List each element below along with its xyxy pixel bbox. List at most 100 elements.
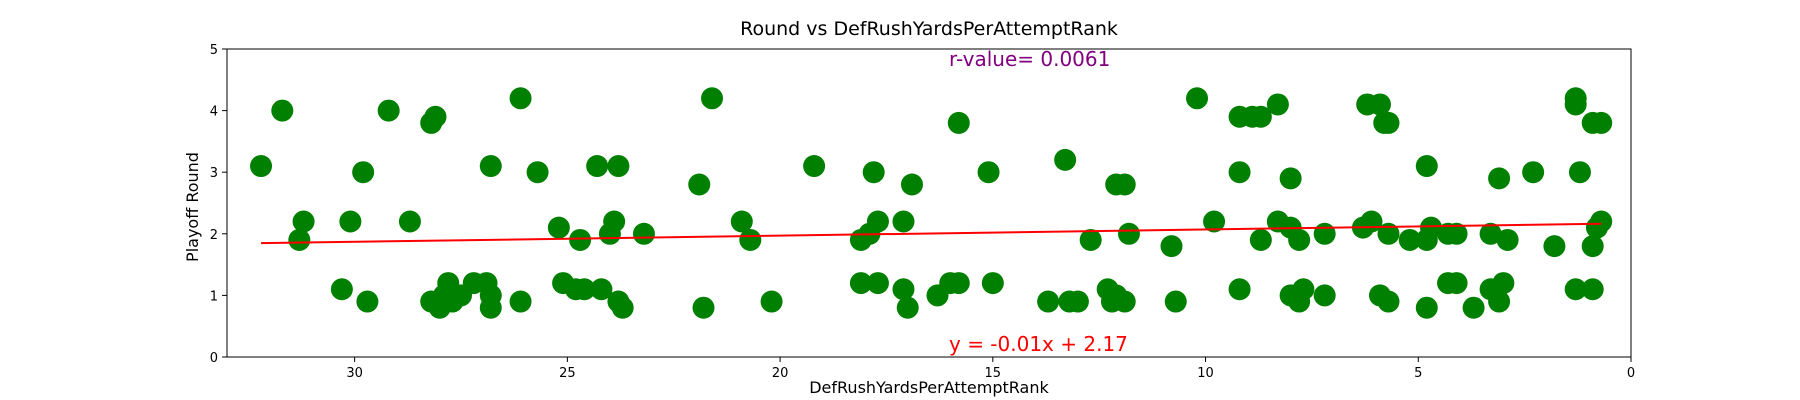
data-point	[1037, 290, 1060, 313]
data-point	[509, 290, 532, 313]
regression-equation: y = -0.01x + 2.17	[949, 332, 1128, 356]
data-point	[1117, 222, 1140, 245]
data-point	[1368, 93, 1391, 116]
y-tick-label: 1	[210, 289, 218, 304]
data-point	[1266, 93, 1289, 116]
data-point	[1313, 222, 1336, 245]
data-point	[1249, 228, 1272, 251]
data-point	[1581, 278, 1604, 301]
axis-ticks: 30 25 20 15 10 5 0 0 1 2 3 4 5	[210, 43, 1635, 381]
data-point	[479, 296, 502, 319]
data-point	[611, 296, 634, 319]
data-point	[977, 161, 1000, 184]
data-point	[250, 155, 273, 178]
data-point	[1445, 272, 1468, 295]
data-point	[1377, 222, 1400, 245]
plot-frame	[226, 48, 1632, 358]
x-tick-label: 25	[559, 366, 576, 381]
chart-title: Round vs DefRushYardsPerAttemptRank	[740, 18, 1118, 40]
data-point	[1568, 161, 1591, 184]
data-point	[803, 155, 826, 178]
x-tick-label: 20	[772, 366, 789, 381]
data-point	[1292, 278, 1315, 301]
data-point	[271, 99, 294, 122]
data-point	[1581, 235, 1604, 258]
data-point	[866, 210, 889, 233]
regression-line	[261, 222, 1602, 245]
data-point	[760, 290, 783, 313]
y-tick-label: 2	[210, 228, 218, 243]
data-point	[1079, 228, 1102, 251]
data-point	[1479, 222, 1502, 245]
data-point	[292, 210, 315, 233]
data-point	[1279, 167, 1302, 190]
data-point	[1415, 296, 1438, 319]
data-point	[632, 222, 655, 245]
data-point	[288, 228, 311, 251]
data-point	[866, 272, 889, 295]
data-point	[1445, 222, 1468, 245]
x-tick-label: 30	[346, 366, 363, 381]
data-point	[352, 161, 375, 184]
data-point	[1462, 296, 1485, 319]
data-point	[1543, 235, 1566, 258]
data-point	[1186, 87, 1209, 110]
y-tick-label: 0	[210, 351, 218, 366]
data-points	[250, 87, 1613, 319]
r-value-annotation: r-value= 0.0061	[949, 47, 1110, 71]
data-point	[1113, 290, 1136, 313]
data-point	[1066, 290, 1089, 313]
data-point	[1228, 278, 1251, 301]
data-point	[688, 173, 711, 196]
data-point	[377, 99, 400, 122]
data-point	[1160, 235, 1183, 258]
y-axis-label: Playoff Round	[183, 152, 202, 262]
data-point	[947, 111, 970, 134]
x-tick-label: 10	[1197, 366, 1214, 381]
data-point	[479, 155, 502, 178]
data-point	[1496, 228, 1519, 251]
data-point	[607, 155, 630, 178]
data-point	[1564, 278, 1587, 301]
data-point	[1590, 111, 1613, 134]
data-point	[1522, 161, 1545, 184]
data-point	[569, 228, 592, 251]
data-point	[526, 161, 549, 184]
data-point	[1164, 290, 1187, 313]
data-point	[1377, 111, 1400, 134]
data-point	[1492, 272, 1515, 295]
data-point	[1420, 216, 1443, 239]
data-point	[849, 272, 872, 295]
data-point	[900, 173, 923, 196]
data-point	[1488, 290, 1511, 313]
data-point	[892, 210, 915, 233]
data-point	[1054, 148, 1077, 171]
data-point	[739, 228, 762, 251]
data-point	[692, 296, 715, 319]
data-point	[590, 278, 613, 301]
data-point	[1398, 228, 1421, 251]
x-axis-label: DefRushYardsPerAttemptRank	[809, 378, 1049, 397]
data-point	[1203, 210, 1226, 233]
data-point	[424, 105, 447, 128]
y-tick-label: 4	[210, 105, 218, 120]
data-point	[1377, 290, 1400, 313]
y-tick-label: 3	[210, 166, 218, 181]
data-point	[1288, 228, 1311, 251]
data-point	[981, 272, 1004, 295]
data-point	[947, 272, 970, 295]
data-point	[1415, 155, 1438, 178]
x-tick-label: 5	[1414, 366, 1422, 381]
y-tick-label: 5	[210, 43, 218, 58]
data-point	[586, 155, 609, 178]
data-point	[892, 278, 915, 301]
data-point	[896, 296, 919, 319]
data-point	[1228, 161, 1251, 184]
data-point	[330, 278, 353, 301]
data-point	[398, 210, 421, 233]
data-point	[701, 87, 724, 110]
data-point	[1249, 105, 1272, 128]
data-point	[730, 210, 753, 233]
data-point	[339, 210, 362, 233]
